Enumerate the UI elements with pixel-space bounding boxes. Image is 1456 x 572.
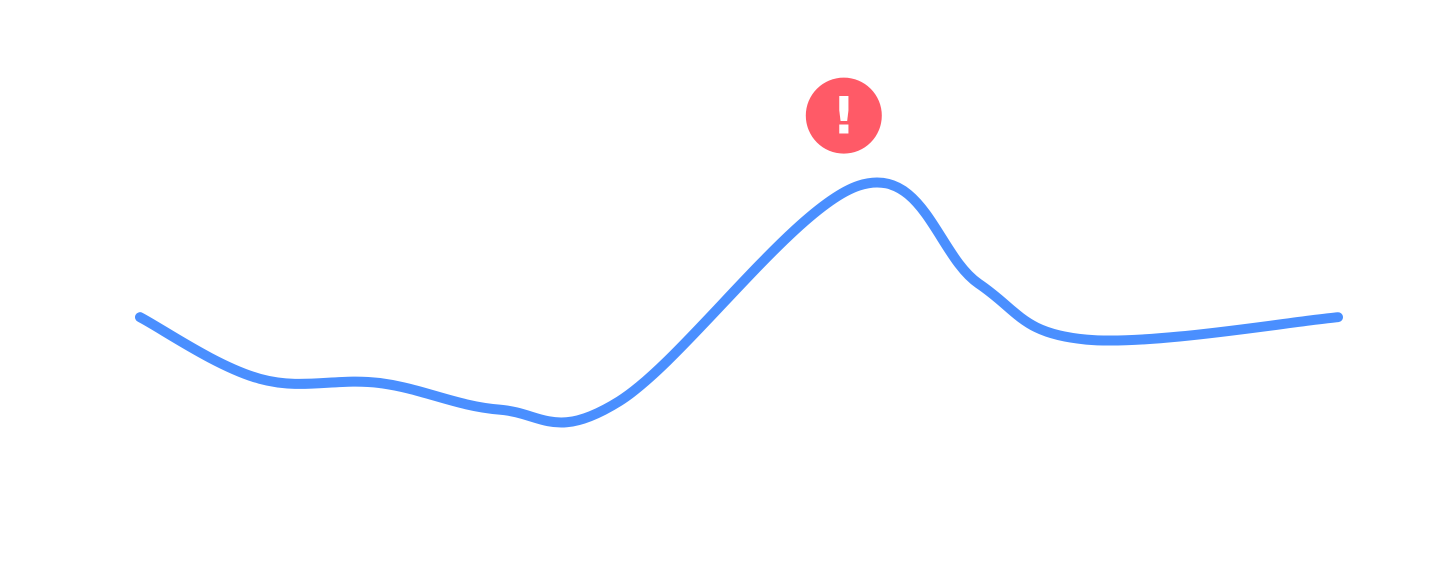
exclamation-icon: ! <box>805 77 882 154</box>
alert-marker-glyph: ! <box>832 87 856 147</box>
series-line-0 <box>135 177 1343 428</box>
alert-marker-circle <box>805 77 882 154</box>
